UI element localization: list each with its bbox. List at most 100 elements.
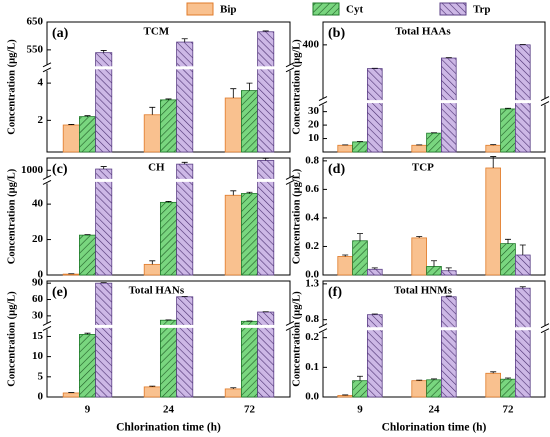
bar <box>500 243 516 276</box>
error-bar <box>181 38 188 43</box>
bar <box>440 57 457 153</box>
error-bar <box>357 233 363 241</box>
y-tick-label: 15 <box>32 330 44 342</box>
legend-label: Trp <box>473 4 491 16</box>
bar <box>159 319 177 398</box>
bar <box>337 256 353 276</box>
y-tick-label: 1000 <box>21 164 44 176</box>
axis-break-mark <box>42 174 52 185</box>
axis-break-mark <box>42 320 52 331</box>
axis-break <box>324 327 544 331</box>
x-tick-label: 24 <box>429 404 441 416</box>
bar <box>411 237 427 276</box>
error-bar <box>181 161 188 165</box>
bar <box>411 144 427 153</box>
axis-break-gap <box>321 325 325 332</box>
bar <box>240 90 258 153</box>
x-tick-label: 72 <box>503 404 515 416</box>
axis-break-gap <box>543 325 547 332</box>
bar <box>515 44 531 153</box>
bar <box>352 141 368 153</box>
error-bar <box>262 30 269 32</box>
error-bar <box>165 98 172 100</box>
bar <box>159 201 177 276</box>
panel-label: (c) <box>52 162 68 177</box>
axis-break-gap <box>45 177 49 184</box>
legend-swatch <box>439 2 467 16</box>
y-tick-label: 0.2 <box>305 240 319 252</box>
error-bar <box>230 387 237 389</box>
bar <box>95 168 113 276</box>
bar <box>143 114 161 153</box>
bar <box>143 263 161 276</box>
y-tick-label: 4 <box>38 77 44 89</box>
panel-label: (b) <box>328 26 345 41</box>
x-tick-label: 9 <box>357 404 363 416</box>
error-bar <box>262 157 269 161</box>
x-tick-label: 9 <box>85 404 91 416</box>
bar <box>79 234 97 276</box>
y-tick-label: 400 <box>303 38 320 50</box>
y-tick-label: 60 <box>32 293 44 305</box>
error-bar <box>84 234 91 236</box>
x-tick-label: 72 <box>244 404 256 416</box>
y-tick-label: 0 <box>38 391 44 403</box>
error-bar <box>149 106 156 115</box>
y-axis-label: Concentration (μg/L) <box>6 39 17 135</box>
error-bar <box>100 166 107 170</box>
y-tick-label: 40 <box>32 198 44 210</box>
error-bar <box>230 190 237 196</box>
axis-break-gap <box>288 177 292 184</box>
axis-break-gap <box>543 98 547 105</box>
y-tick-label: 0.6 <box>305 183 319 195</box>
bar <box>366 68 383 153</box>
error-bar <box>165 201 172 203</box>
axis-break-gap <box>288 323 292 330</box>
bar <box>337 144 353 153</box>
error-bar <box>519 244 526 256</box>
y-tick-label: 550 <box>27 43 44 55</box>
bar <box>352 380 368 398</box>
bar <box>224 388 242 398</box>
error-bar <box>445 295 452 297</box>
y-tick-label: 90 <box>32 277 44 289</box>
error-bar <box>84 115 91 117</box>
error-bar <box>100 282 107 284</box>
bar <box>485 144 501 153</box>
axis-break-mark <box>540 96 550 107</box>
y-tick-label: 2 <box>38 114 44 126</box>
error-bar <box>149 260 156 265</box>
axis-break <box>48 178 289 182</box>
error-bar <box>230 88 237 99</box>
panel-title: Total HANs <box>129 285 185 297</box>
bar <box>485 372 501 398</box>
panel-title: CH <box>148 162 165 174</box>
error-bar <box>519 286 526 289</box>
y-axis-label: Concentration (μg/L) <box>6 168 17 264</box>
error-bar <box>342 394 349 396</box>
error-bar <box>371 267 378 270</box>
error-bar <box>84 332 91 335</box>
y-tick-label: 10 <box>32 350 44 362</box>
bar <box>440 296 457 398</box>
bar <box>176 41 194 153</box>
axis-break-mark <box>318 323 328 334</box>
y-axis-label: Concentration (μg/L) <box>291 168 302 264</box>
error-bar <box>431 378 437 380</box>
bar <box>95 282 113 398</box>
y-tick-label: 5 <box>38 370 44 382</box>
legend-swatch <box>186 2 214 16</box>
axis-break <box>48 66 289 70</box>
panel-title: TCM <box>144 26 170 38</box>
bar <box>485 167 501 276</box>
y-axis-label: Concentration (μg/L) <box>6 291 17 387</box>
error-bar <box>342 254 349 257</box>
panel-label: (d) <box>328 162 345 177</box>
error-bar <box>490 144 497 146</box>
axis-break-gap <box>288 64 292 71</box>
y-tick-label: 650 <box>27 16 44 28</box>
y-tick-label: 0.0 <box>305 391 319 403</box>
bar <box>426 132 442 153</box>
bar <box>366 314 383 398</box>
error-bar <box>357 375 363 381</box>
